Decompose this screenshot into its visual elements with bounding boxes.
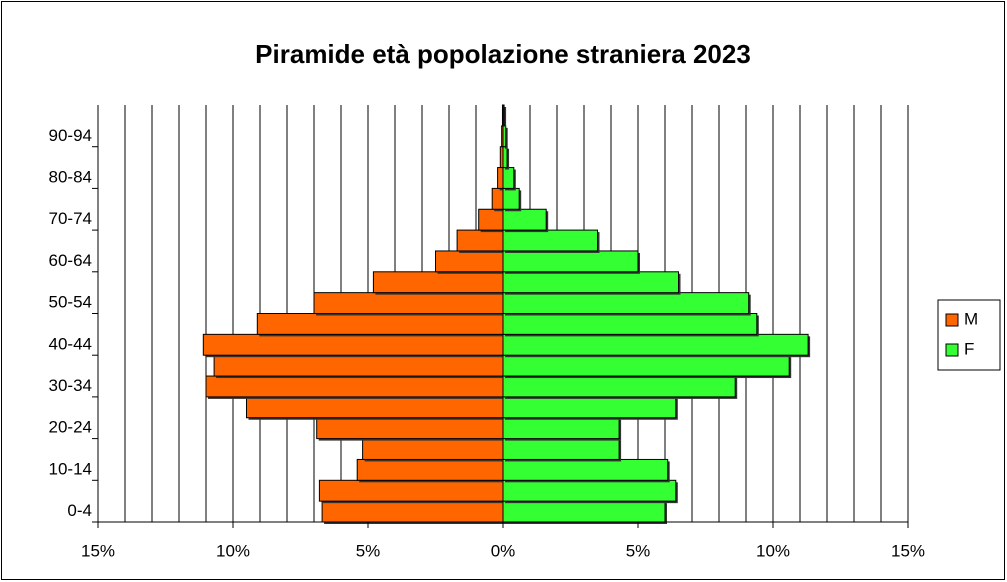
x-tick-label: 15% [81,541,115,560]
bar [321,500,504,523]
shadow [505,107,507,128]
shadow [504,107,505,128]
bar [502,292,750,314]
bar [313,292,504,314]
x-tick-label: 10% [756,541,790,560]
bar [372,271,504,294]
bar [318,479,504,502]
bar [502,208,547,231]
x-tick-label: 10% [216,541,250,560]
y-tick-label: 10-14 [49,459,92,478]
bar [502,271,679,294]
y-tick-label: 60-64 [49,251,92,270]
bar [502,125,507,148]
legend-swatch [945,343,959,357]
bar [362,438,504,460]
x-tick-label: 5% [356,541,381,560]
bar [502,313,758,335]
bar [502,146,508,169]
bar [502,250,639,273]
y-tick-label: 30-34 [49,376,92,395]
y-tick-label: 20-24 [49,418,92,437]
legend-label: F [964,339,974,358]
y-tick-label: 80-84 [49,167,92,186]
bar [246,396,504,419]
x-tick-label: 0% [491,541,516,560]
bar [502,396,677,419]
bar [435,250,504,273]
bar [316,417,504,440]
bar [502,104,505,127]
bar [213,354,504,377]
y-tick-label: 40-44 [49,334,92,353]
bar [256,313,504,335]
chart-title: Piramide età popolazione straniera 2023 [255,39,751,69]
bar [502,375,736,398]
bar [502,500,666,523]
bar [502,417,620,440]
bar [497,167,504,189]
y-tick-label: 90-94 [49,126,92,145]
bar [356,458,504,481]
x-tick-label: 5% [626,541,651,560]
bar [502,333,809,356]
bar [502,458,669,481]
bar [478,208,504,231]
x-tick-label: 15% [891,541,925,560]
y-tick-label: 0-4 [67,501,92,520]
bar [205,375,504,398]
bar [491,187,504,210]
bar [502,167,515,189]
legend-swatch [945,313,959,327]
bar [456,229,504,252]
bar [502,479,677,502]
shadow [505,127,508,149]
legend-label: M [964,309,978,328]
bar [202,333,504,356]
legend-box [937,299,1001,371]
bar [502,187,520,210]
y-tick-label: 50-54 [49,293,92,312]
y-tick-label: 70-74 [49,209,92,228]
bar [502,438,620,460]
bar [502,354,790,377]
bar [502,229,598,252]
